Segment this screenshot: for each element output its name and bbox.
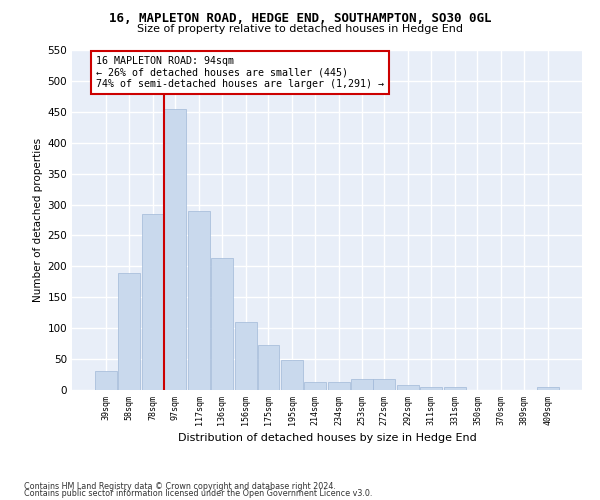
- Bar: [164, 108, 186, 390]
- Text: 16 MAPLETON ROAD: 94sqm
← 26% of detached houses are smaller (445)
74% of semi-d: 16 MAPLETON ROAD: 94sqm ← 26% of detache…: [96, 56, 384, 90]
- Bar: [235, 322, 257, 390]
- Bar: [142, 214, 163, 390]
- Text: Contains public sector information licensed under the Open Government Licence v3: Contains public sector information licen…: [24, 490, 373, 498]
- Bar: [95, 372, 117, 390]
- Bar: [397, 385, 419, 390]
- Bar: [304, 382, 326, 390]
- X-axis label: Distribution of detached houses by size in Hedge End: Distribution of detached houses by size …: [178, 433, 476, 443]
- Y-axis label: Number of detached properties: Number of detached properties: [33, 138, 43, 302]
- Bar: [444, 387, 466, 390]
- Text: 16, MAPLETON ROAD, HEDGE END, SOUTHAMPTON, SO30 0GL: 16, MAPLETON ROAD, HEDGE END, SOUTHAMPTO…: [109, 12, 491, 26]
- Bar: [118, 272, 140, 390]
- Bar: [537, 387, 559, 390]
- Bar: [373, 379, 395, 390]
- Bar: [211, 258, 233, 390]
- Text: Contains HM Land Registry data © Crown copyright and database right 2024.: Contains HM Land Registry data © Crown c…: [24, 482, 336, 491]
- Text: Size of property relative to detached houses in Hedge End: Size of property relative to detached ho…: [137, 24, 463, 34]
- Bar: [257, 345, 280, 390]
- Bar: [328, 382, 350, 390]
- Bar: [351, 379, 373, 390]
- Bar: [188, 210, 210, 390]
- Bar: [281, 360, 303, 390]
- Bar: [420, 387, 442, 390]
